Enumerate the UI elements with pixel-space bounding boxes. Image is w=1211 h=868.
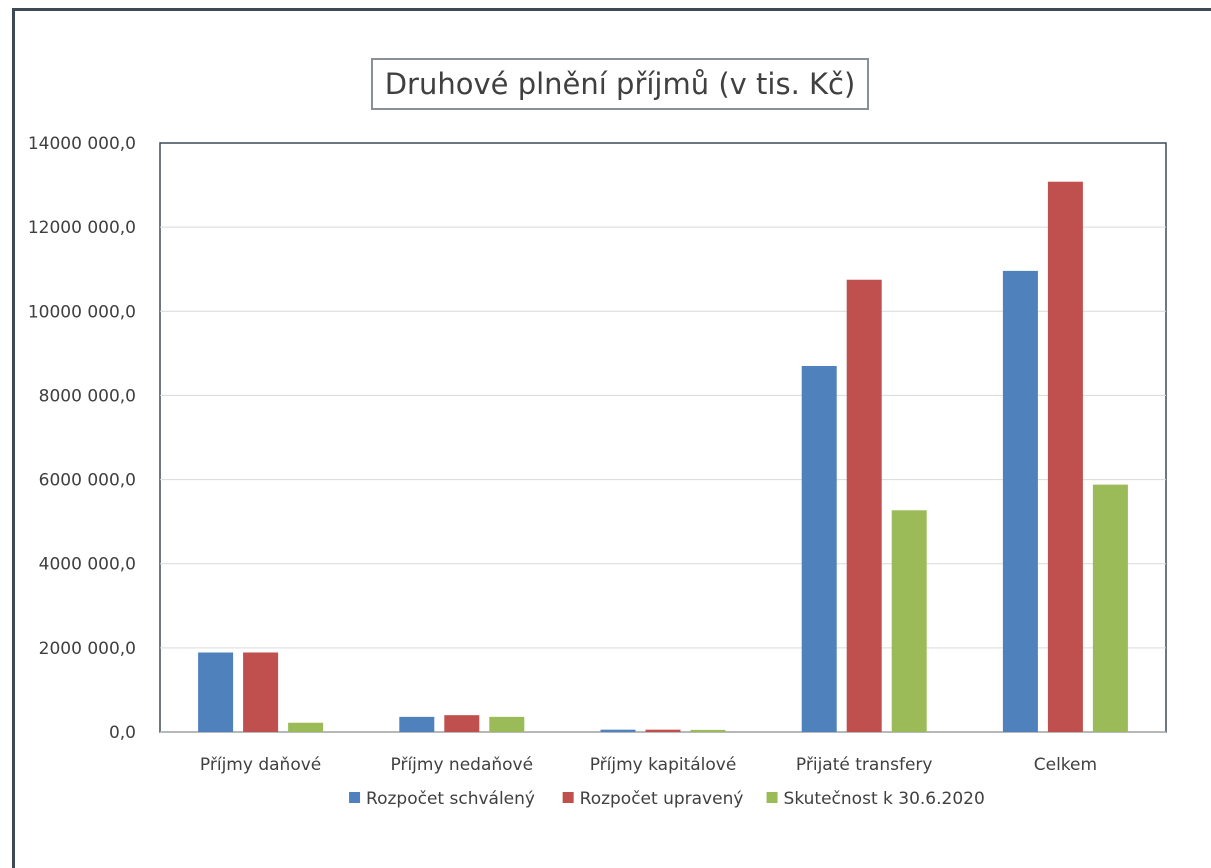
bar <box>444 715 480 732</box>
legend-label: Skutečnost k 30.6.2020 <box>784 789 985 809</box>
x-tick-label: Příjmy kapitálové <box>590 755 737 775</box>
y-tick-label: 4000 000,0 <box>39 555 136 575</box>
bar <box>690 729 726 732</box>
y-tick-label: 14000 000,0 <box>28 134 136 154</box>
x-tick-label: Přijaté transfery <box>796 755 933 775</box>
bar <box>1092 484 1128 732</box>
legend-swatch <box>349 792 361 803</box>
y-tick-label: 8000 000,0 <box>39 386 136 406</box>
y-tick-label: 10000 000,0 <box>28 302 136 322</box>
legend-label: Rozpočet upravený <box>580 789 744 809</box>
bar <box>1047 181 1083 733</box>
y-tick-label: 0,0 <box>109 723 136 743</box>
legend-label: Rozpočet schválený <box>366 789 535 809</box>
bar <box>489 716 525 732</box>
bar <box>801 365 837 732</box>
bar <box>198 652 234 732</box>
bar <box>399 716 435 732</box>
bar <box>288 722 324 732</box>
y-tick-label: 2000 000,0 <box>39 639 136 659</box>
y-tick-label: 6000 000,0 <box>39 471 136 491</box>
legend: Rozpočet schválený Rozpočet upravený Skute… <box>349 789 985 809</box>
bar <box>243 652 279 732</box>
plot-area: 0,0 2000 000,0 4000 000,0 6000 000,0 8000 00… <box>28 134 1167 775</box>
legend-swatch <box>766 792 778 803</box>
chart-title: Druhové plnění příjmů (v tis. Kč) <box>371 58 869 110</box>
legend-swatch <box>562 792 574 803</box>
x-tick-label: Celkem <box>1034 755 1097 775</box>
x-tick-label: Příjmy nedaňové <box>391 755 534 775</box>
bar <box>645 729 681 732</box>
x-tick-label: Příjmy daňové <box>200 755 321 775</box>
bar <box>846 279 882 732</box>
chart-frame <box>12 8 1211 868</box>
bar <box>600 729 636 732</box>
bar <box>891 510 927 732</box>
bar <box>1002 270 1038 732</box>
y-tick-label: 12000 000,0 <box>28 218 136 238</box>
